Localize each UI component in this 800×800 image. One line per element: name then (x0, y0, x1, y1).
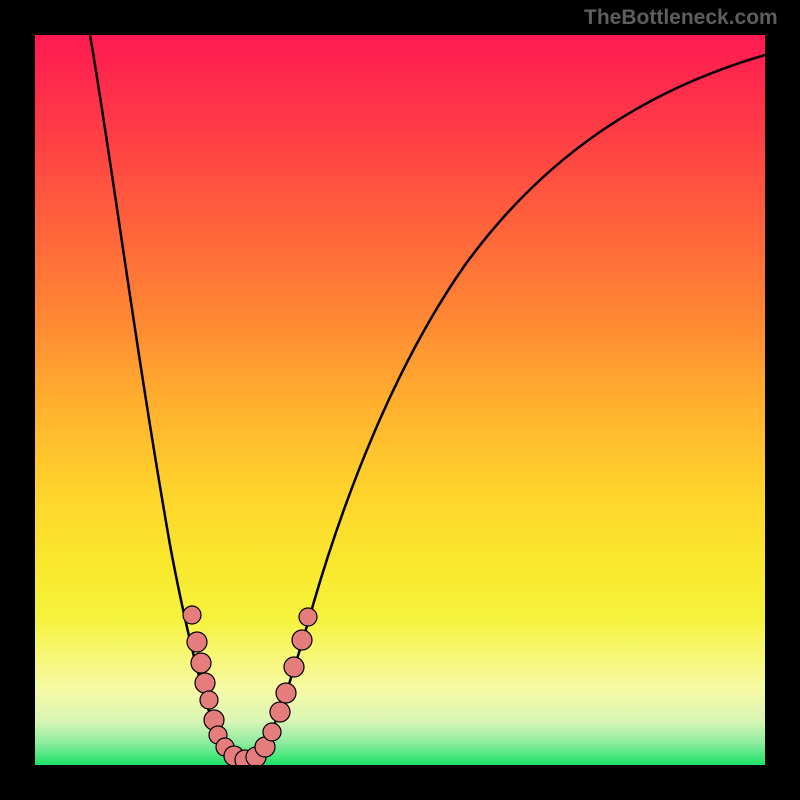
data-marker (263, 723, 281, 741)
data-marker (200, 691, 218, 709)
data-marker (270, 702, 290, 722)
data-marker (183, 606, 201, 624)
data-marker (187, 632, 207, 652)
data-markers (183, 606, 317, 765)
watermark-text: TheBottleneck.com (584, 6, 778, 30)
bottleneck-curve (35, 35, 765, 765)
data-marker (191, 653, 211, 673)
left-curve-path (90, 35, 245, 760)
plot-area (35, 35, 765, 765)
data-marker (276, 683, 296, 703)
data-marker (284, 657, 304, 677)
data-marker (195, 673, 215, 693)
data-marker (292, 630, 312, 650)
data-marker (299, 608, 317, 626)
right-curve-path (245, 55, 765, 760)
